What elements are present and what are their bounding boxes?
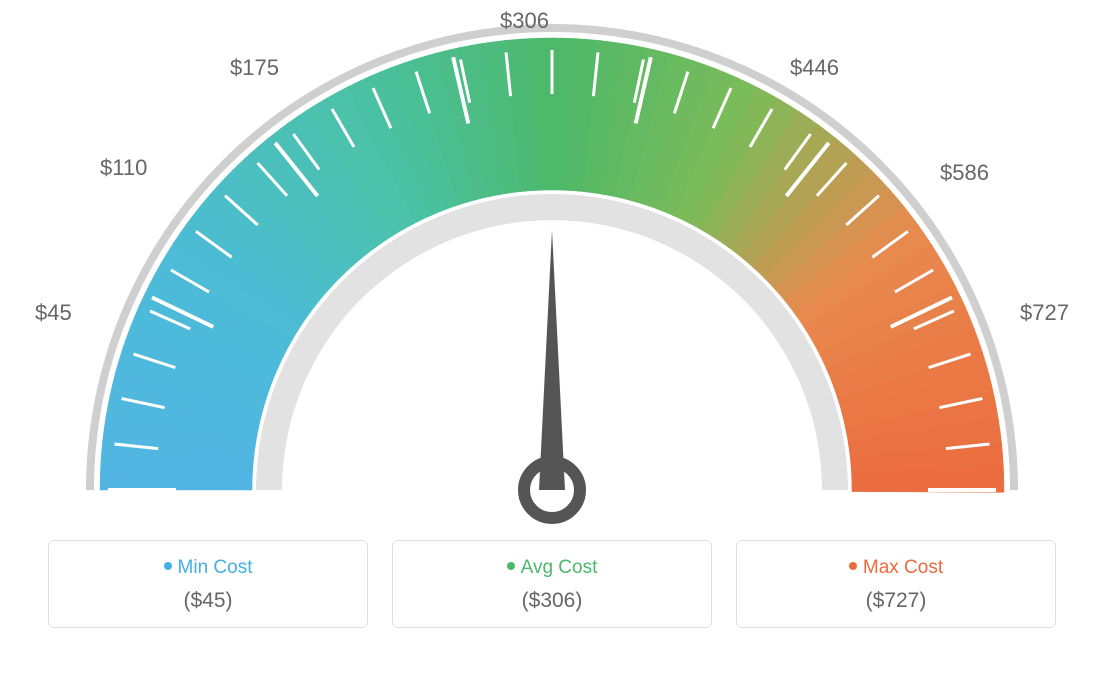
legend-card-avg: Avg Cost ($306) (392, 540, 712, 628)
legend-card-min: Min Cost ($45) (48, 540, 368, 628)
legend-value-min: ($45) (61, 589, 355, 613)
gauge-tick-label: $727 (1020, 300, 1069, 326)
legend-value-max: ($727) (749, 589, 1043, 613)
legend-title-avg: Avg Cost (405, 557, 699, 579)
gauge-chart: $45 $110 $175 $306 $446 $586 $727 (0, 0, 1104, 530)
legend-title-min: Min Cost (61, 557, 355, 579)
dot-icon (164, 562, 172, 570)
gauge-tick-label: $45 (35, 300, 72, 326)
legend-title-max: Max Cost (749, 557, 1043, 579)
gauge-tick-label: $446 (790, 55, 839, 81)
legend-row: Min Cost ($45) Avg Cost ($306) Max Cost … (0, 540, 1104, 628)
gauge-tick-label: $306 (500, 8, 549, 34)
dot-icon (849, 562, 857, 570)
dot-icon (507, 562, 515, 570)
legend-card-max: Max Cost ($727) (736, 540, 1056, 628)
legend-label-max: Max Cost (863, 557, 943, 578)
legend-value-avg: ($306) (405, 589, 699, 613)
gauge-tick-label: $175 (230, 55, 279, 81)
legend-label-min: Min Cost (178, 557, 253, 578)
gauge-svg (0, 0, 1104, 530)
gauge-tick-label: $586 (940, 160, 989, 186)
legend-label-avg: Avg Cost (521, 557, 598, 578)
gauge-tick-label: $110 (100, 155, 147, 181)
